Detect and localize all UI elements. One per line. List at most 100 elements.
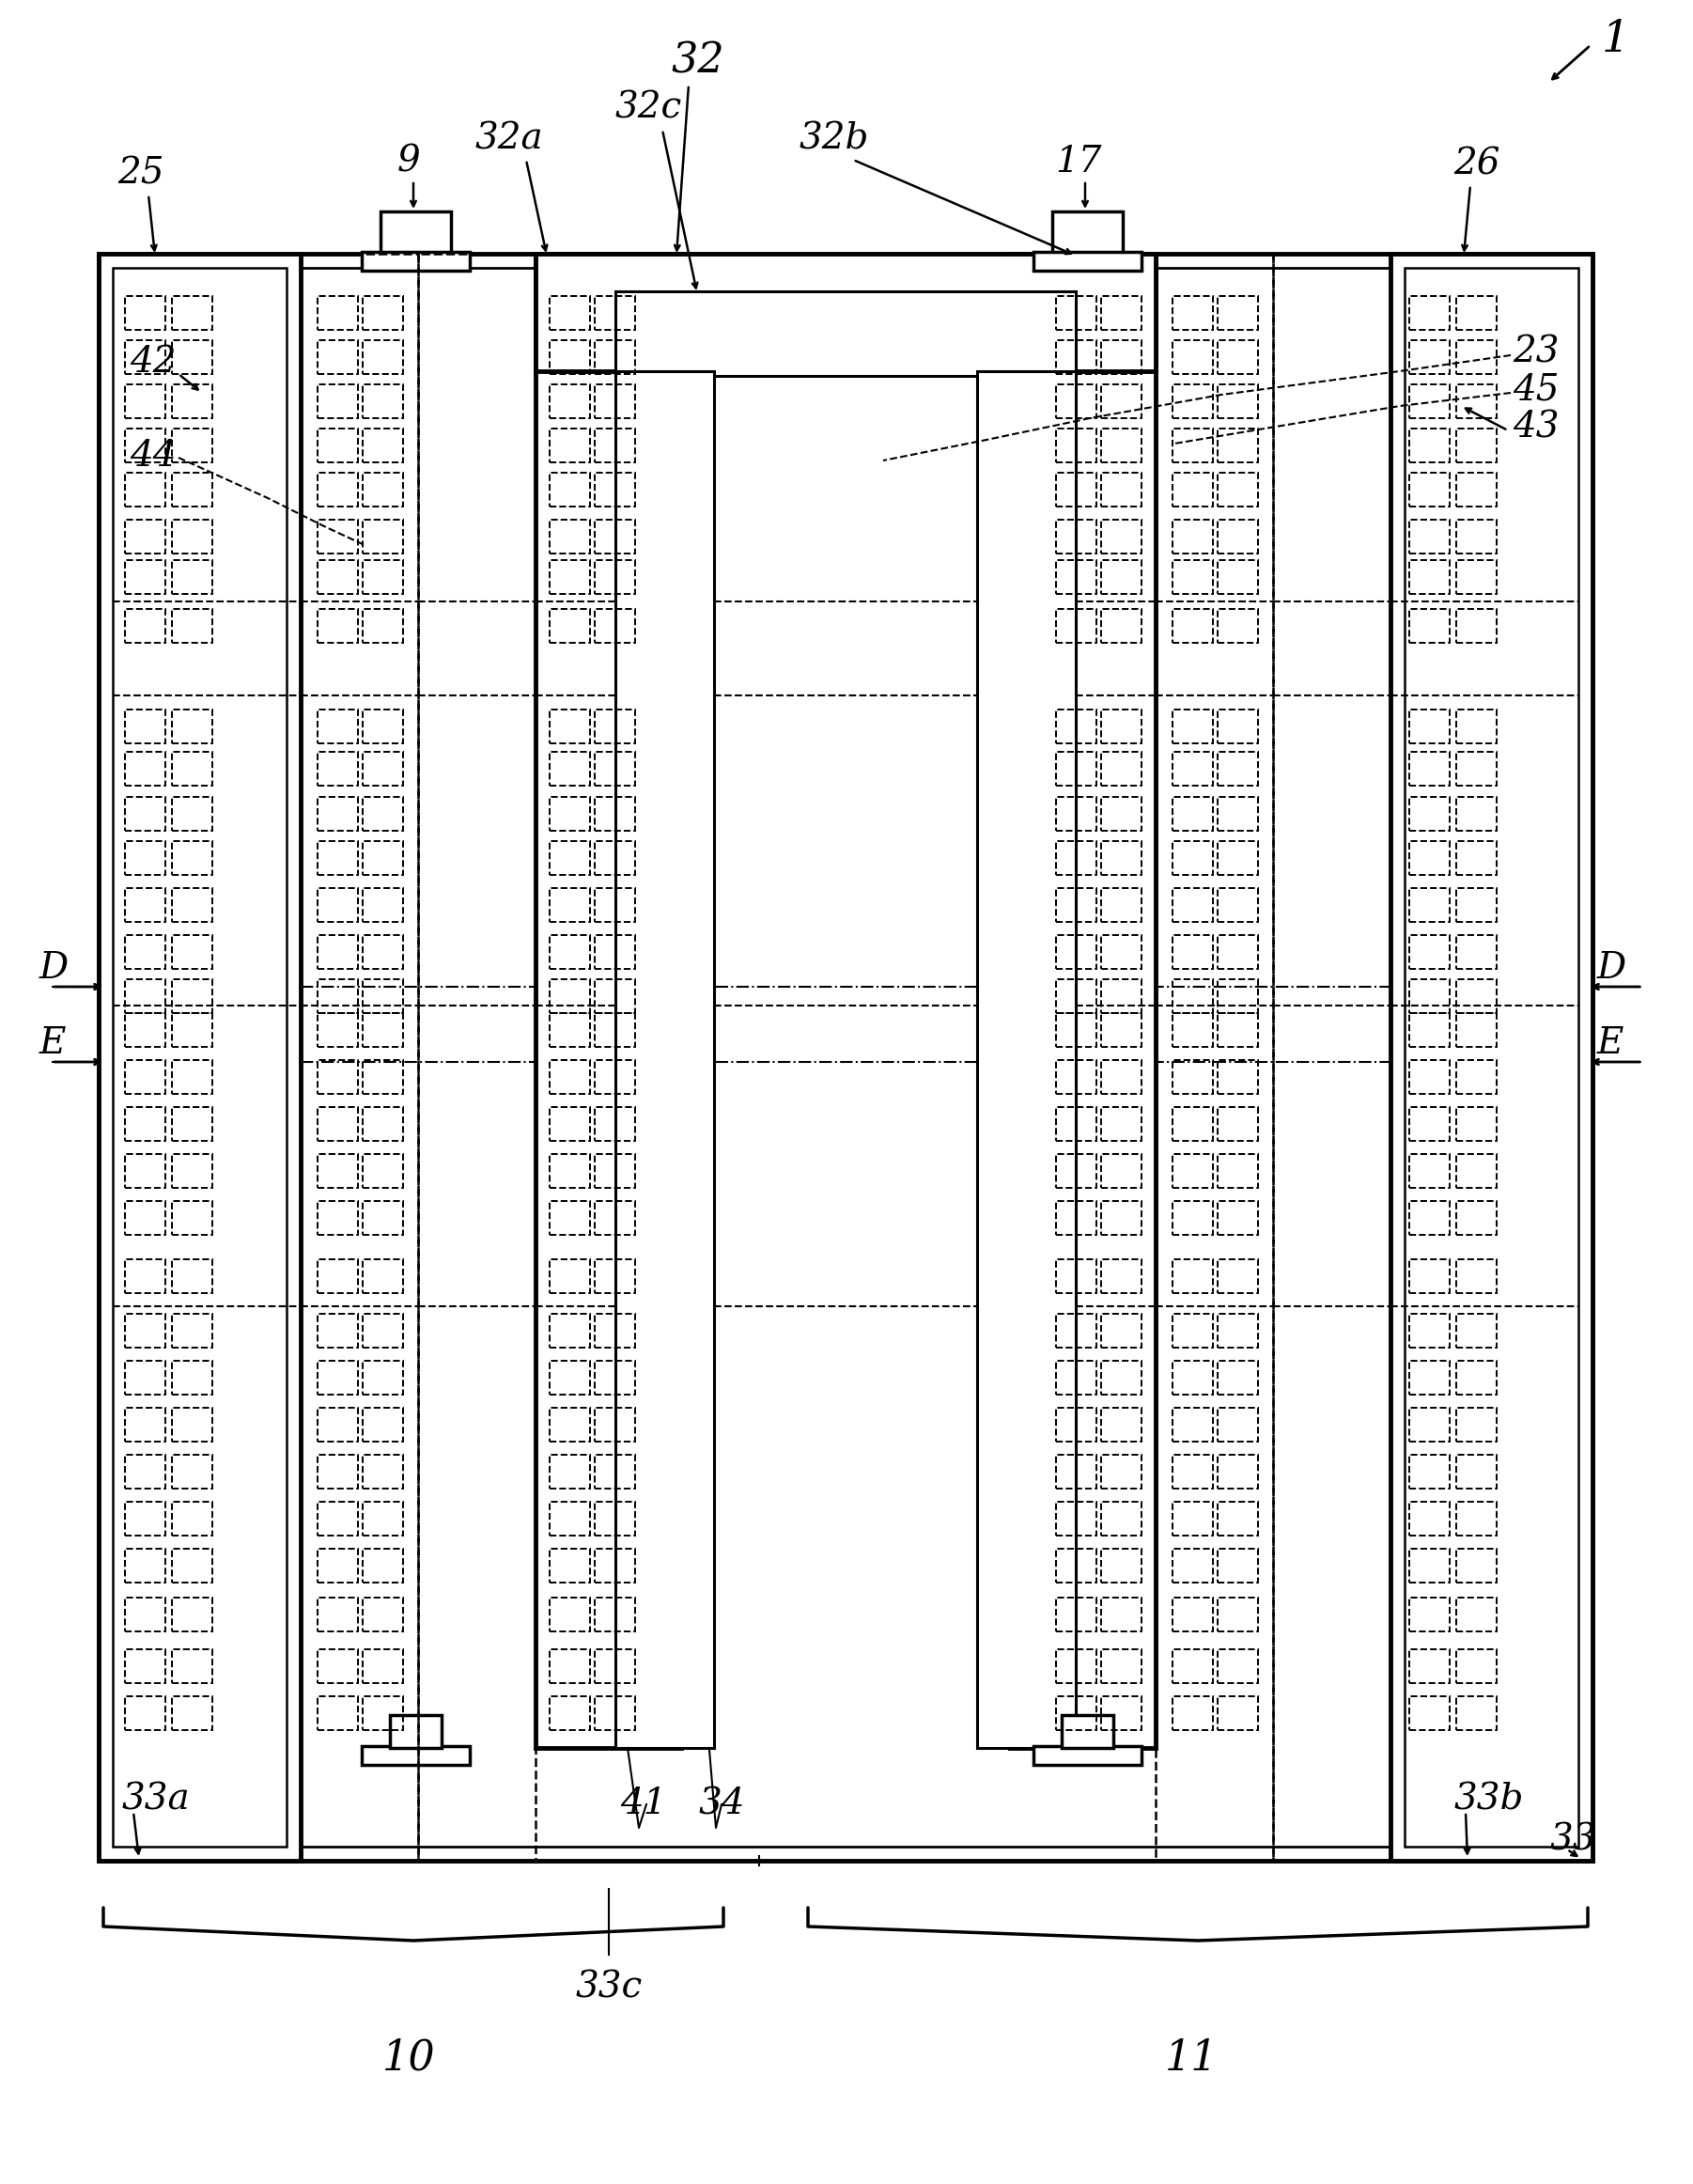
Bar [362,1107,403,1140]
Bar [1456,710,1497,743]
Bar [389,1714,442,1747]
Bar [1100,751,1141,786]
Bar [1409,1013,1449,1046]
Bar [113,269,286,1848]
Bar [550,1013,591,1046]
Bar [1456,751,1497,786]
Bar [1173,609,1212,642]
Bar [362,1745,469,1765]
Bar [1409,1503,1449,1535]
Bar [318,297,357,330]
Bar [362,1548,403,1583]
Bar [1409,1649,1449,1684]
Bar [125,1697,166,1730]
Bar [1409,1455,1449,1489]
Bar [1409,1107,1449,1140]
Bar [1033,251,1141,271]
Bar [173,935,212,970]
Bar [1173,1697,1212,1730]
Bar [1409,1260,1449,1293]
Bar [1409,1361,1449,1396]
Bar [1217,1059,1258,1094]
Bar [1409,797,1449,830]
Bar [125,751,166,786]
Bar [173,1059,212,1094]
Bar [1056,1153,1097,1188]
Bar [594,1503,635,1535]
Bar [173,797,212,830]
Bar [362,297,403,330]
Bar [1100,841,1141,876]
Bar [594,609,635,642]
Bar [1217,1361,1258,1396]
Bar [362,1409,403,1441]
Bar [1100,935,1141,970]
Bar [362,1503,403,1535]
Bar [1409,472,1449,507]
Bar [318,559,357,594]
Bar [173,1649,212,1684]
Bar [1409,1153,1449,1188]
Bar [550,1107,591,1140]
Bar [318,978,357,1013]
Bar [550,710,591,743]
Bar [173,1361,212,1396]
Bar [125,1260,166,1293]
Bar [550,935,591,970]
Text: 43: 43 [1512,411,1559,446]
Bar [1217,472,1258,507]
Bar [1173,1201,1212,1234]
Bar [125,1649,166,1684]
Bar [550,1153,591,1188]
Bar [1409,710,1449,743]
Bar [1217,889,1258,922]
Bar [594,1107,635,1140]
Text: 34: 34 [698,1787,745,1821]
Bar [125,1361,166,1396]
Bar [1173,797,1212,830]
Bar [550,1455,591,1489]
Bar [125,889,166,922]
Text: 33a: 33a [122,1782,190,1817]
Bar [1405,269,1578,1848]
Bar [1056,1107,1097,1140]
Bar [1456,1059,1497,1094]
Bar [1100,520,1141,553]
Bar [318,889,357,922]
Bar [362,520,403,553]
Bar [362,841,403,876]
Bar [1100,710,1141,743]
Bar [594,935,635,970]
Bar [362,935,403,970]
Bar [1217,1013,1258,1046]
Bar [318,1201,357,1234]
Bar [1217,841,1258,876]
Bar [1173,384,1212,417]
Text: E: E [1596,1026,1624,1061]
Bar [362,751,403,786]
Bar [1456,889,1497,922]
Bar [1217,1597,1258,1631]
Bar [550,1697,591,1730]
Bar [1409,1201,1449,1234]
Bar [1173,935,1212,970]
Bar [301,253,418,1861]
Bar [1056,1649,1097,1684]
Bar [318,1107,357,1140]
Bar [318,1649,357,1684]
Bar [594,1597,635,1631]
Bar [1173,841,1212,876]
Text: 10: 10 [383,2038,435,2079]
Bar [1173,1153,1212,1188]
Bar [125,841,166,876]
Bar [1011,253,1156,1747]
Bar [1217,384,1258,417]
Text: 9: 9 [398,144,420,179]
Bar [362,251,469,271]
Text: D: D [1596,950,1627,985]
Bar [615,290,1075,376]
Bar [1173,520,1212,553]
Bar [362,472,403,507]
Bar [173,1548,212,1583]
Bar [1409,341,1449,373]
